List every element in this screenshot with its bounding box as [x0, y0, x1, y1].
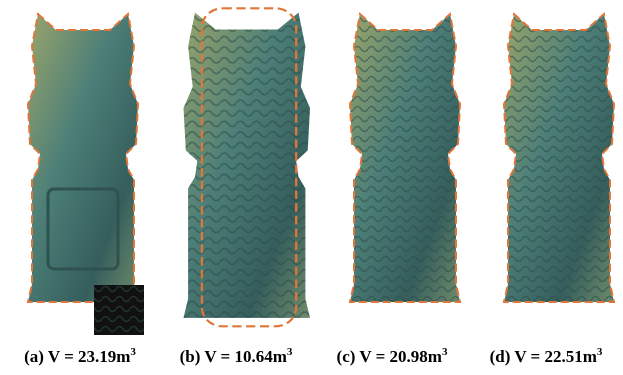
- figure-canvas: (a) V = 23.19m3 (b) V = 10.64m3 (c) V = …: [0, 0, 623, 375]
- caption: (d) V = 22.51m3: [490, 346, 603, 366]
- panel-b: [184, 8, 311, 326]
- caption: (c) V = 20.98m3: [337, 346, 448, 366]
- texture-pattern: [94, 285, 144, 335]
- statue-texture: [350, 14, 460, 302]
- superscript: 3: [442, 346, 448, 358]
- caption-text: (a) V = 23.19m: [24, 347, 130, 366]
- caption-text: (d) V = 22.51m: [490, 347, 597, 366]
- caption-text: (b) V = 10.64m: [180, 347, 287, 366]
- statue-render: [28, 14, 138, 302]
- superscript: 3: [130, 346, 136, 358]
- statue-texture: [504, 14, 614, 302]
- caption: (b) V = 10.64m3: [180, 346, 293, 366]
- panel-d: [504, 14, 614, 302]
- panel-a: [28, 14, 144, 335]
- superscript: 3: [597, 346, 603, 358]
- caption-text: (c) V = 20.98m: [337, 347, 442, 366]
- superscript: 3: [287, 346, 293, 358]
- figure: (a) V = 23.19m3 (b) V = 10.64m3 (c) V = …: [0, 0, 623, 375]
- caption: (a) V = 23.19m3: [24, 346, 136, 366]
- panel-c: [350, 14, 460, 302]
